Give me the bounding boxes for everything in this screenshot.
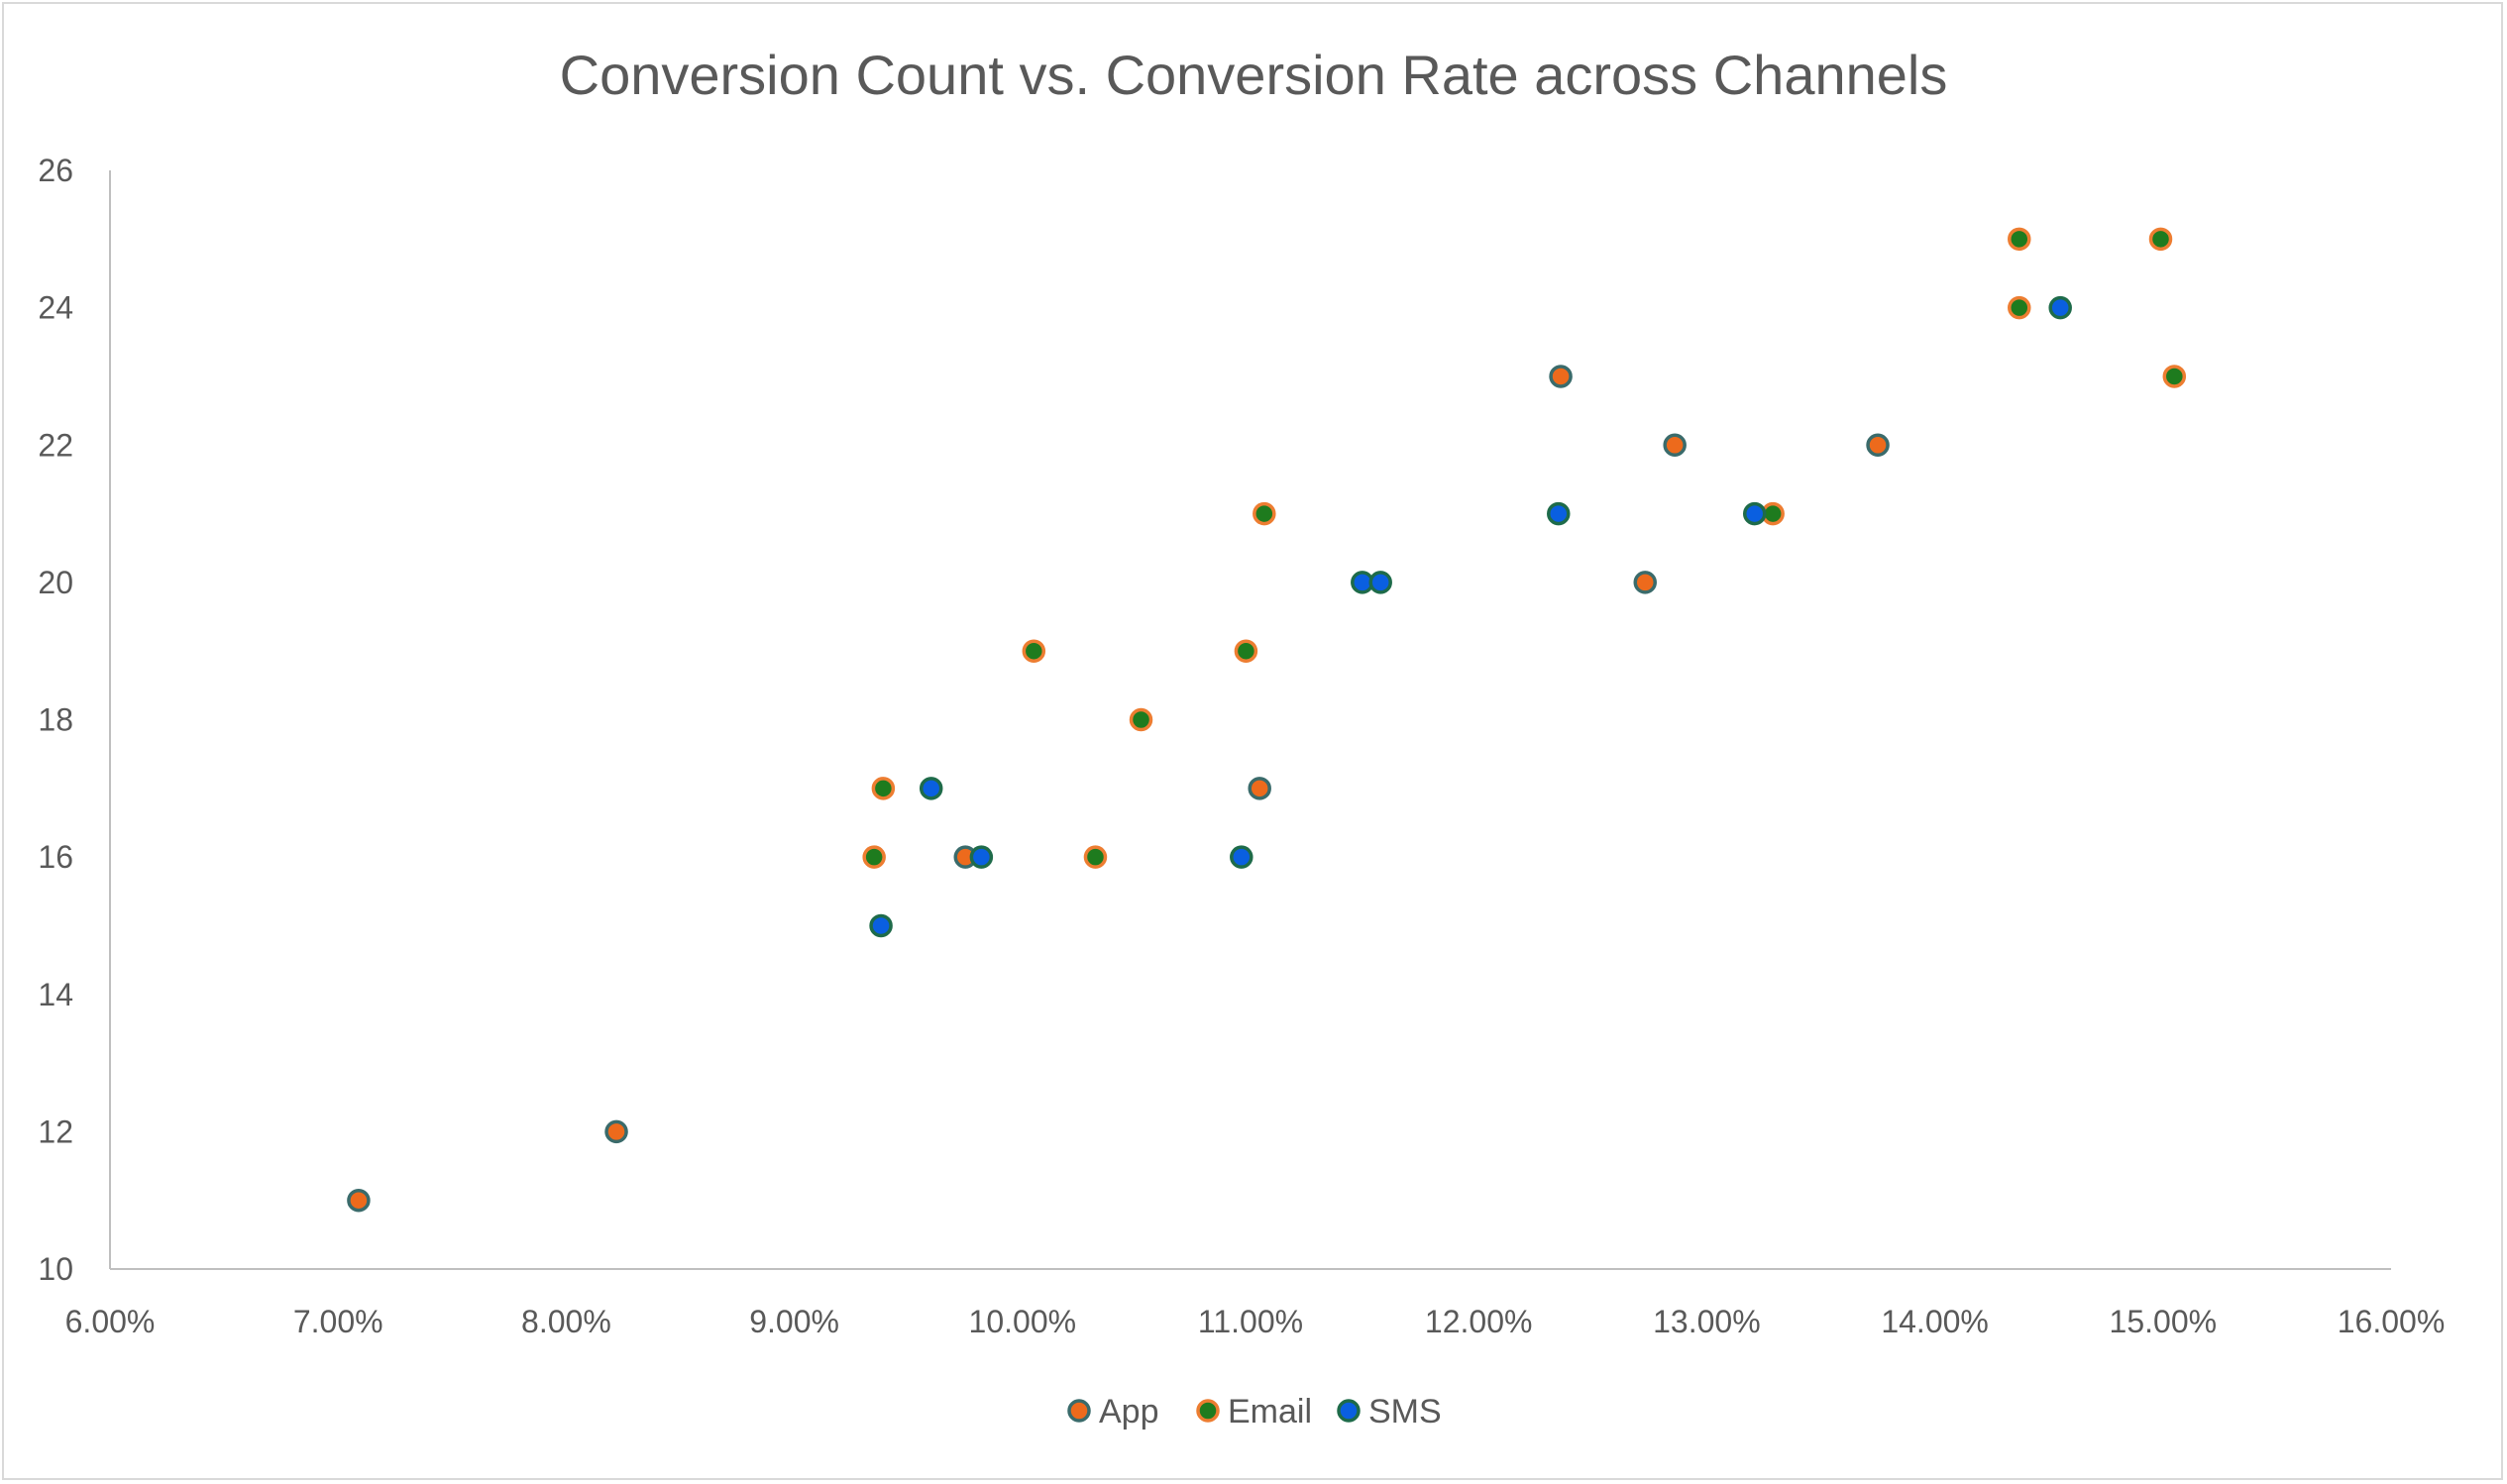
x-tick-labels: 6.00% 7.00% 8.00% 9.00% 10.00% 11.00% 12.00% 13… [65, 1304, 2446, 1339]
x-tick-label: 13.00% [1653, 1304, 1761, 1339]
x-tick-label: 6.00% [65, 1304, 156, 1339]
y-tick-label: 20 [38, 565, 73, 600]
x-tick-label: 10.00% [969, 1304, 1077, 1339]
data-point-app [1866, 433, 1890, 457]
data-point-app [347, 1188, 371, 1213]
x-tick-label: 11.00% [1198, 1304, 1303, 1339]
data-point-email [862, 845, 886, 869]
data-point-email [1129, 707, 1153, 732]
x-tick-label: 15.00% [2110, 1304, 2218, 1339]
legend: App Email SMS [1067, 1393, 1442, 1431]
data-point-app [604, 1119, 628, 1144]
data-point-app [1663, 433, 1687, 457]
chart-title: Conversion Count vs. Conversion Rate acr… [560, 44, 1948, 106]
data-point-sms [1547, 501, 1571, 526]
legend-marker-sms [1337, 1399, 1361, 1423]
data-point-sms [1368, 571, 1392, 594]
legend-item-sms: SMS [1337, 1393, 1442, 1431]
y-tick-label: 18 [38, 702, 73, 738]
y-tick-label: 24 [38, 290, 73, 326]
y-tick-labels: 10 12 14 16 18 20 22 24 26 [38, 153, 73, 1287]
y-tick-label: 22 [38, 427, 73, 463]
data-points [347, 227, 2187, 1213]
data-point-app [1248, 777, 1271, 800]
data-point-email [2008, 227, 2031, 252]
data-point-email [1253, 501, 1276, 526]
data-point-sms [869, 913, 893, 938]
data-point-sms [1230, 845, 1254, 869]
y-tick-label: 12 [38, 1113, 73, 1149]
y-tick-label: 26 [38, 153, 73, 188]
legend-label-sms: SMS [1368, 1393, 1442, 1431]
legend-item-email: Email [1196, 1393, 1312, 1431]
data-point-email [1234, 639, 1258, 663]
data-point-app [1633, 571, 1657, 594]
x-tick-label: 16.00% [2338, 1304, 2446, 1339]
data-point-sms [2048, 295, 2072, 320]
y-tick-label: 16 [38, 839, 73, 875]
legend-item-app: App [1067, 1393, 1159, 1431]
legend-marker-email [1196, 1399, 1220, 1423]
x-tick-label: 9.00% [749, 1304, 839, 1339]
data-point-email [871, 777, 896, 800]
legend-label-email: Email [1228, 1393, 1312, 1431]
legend-label-app: App [1099, 1393, 1159, 1431]
y-tick-label: 10 [38, 1251, 73, 1287]
data-point-email [2162, 365, 2187, 388]
x-tick-label: 7.00% [293, 1304, 383, 1339]
data-point-sms [919, 777, 943, 800]
y-tick-label: 14 [38, 977, 73, 1012]
data-point-email [2148, 227, 2173, 252]
legend-marker-app [1067, 1399, 1091, 1423]
x-tick-label: 14.00% [1881, 1304, 1989, 1339]
data-point-email [1022, 639, 1046, 663]
data-point-sms [1742, 501, 1767, 526]
x-tick-label: 12.00% [1425, 1304, 1533, 1339]
data-point-email [2008, 295, 2031, 320]
data-point-app [1549, 365, 1573, 388]
data-point-sms [969, 845, 994, 869]
x-tick-label: 8.00% [521, 1304, 611, 1339]
data-point-email [1083, 845, 1108, 869]
